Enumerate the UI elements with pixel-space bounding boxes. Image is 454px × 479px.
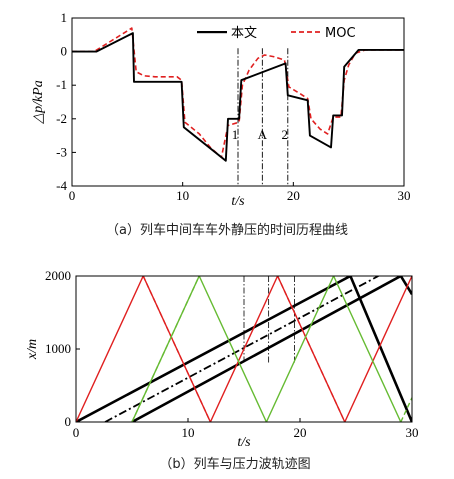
panel-b-ytick-label: 1000 <box>45 341 71 356</box>
panel-a-caption: （a）列车中间车车外静压的时间历程曲线 <box>106 222 348 238</box>
panel-b-trajectory-line-4 <box>142 276 212 422</box>
panel-a-legend: 本文 MOC <box>197 26 356 41</box>
panel-b-trajectory-line-9 <box>411 276 412 279</box>
panel-a-series-line-1 <box>72 27 404 159</box>
legend-label-bengwen: 本文 <box>231 26 257 41</box>
panel-b-caption: （b）列车与压力波轨迹图 <box>159 456 310 472</box>
panel-a-ytick-label: -4 <box>56 178 67 193</box>
panel-b-ytick-label: 2000 <box>45 268 71 283</box>
panel-a-marker-label-2: 2 <box>282 127 289 142</box>
panel-b-xtick-label: 20 <box>294 425 307 440</box>
panel-a-xtick-label: 10 <box>176 188 189 203</box>
panel-a-xtick-label: 0 <box>69 188 76 203</box>
legend-swatch-bengwen <box>197 31 227 34</box>
panel-a-marker-label-1: 1 <box>232 127 239 142</box>
panel-a-xtick-label: 30 <box>398 188 411 203</box>
panel-b-xtick-label: 0 <box>73 425 80 440</box>
panel-b-trajectory-line-5 <box>276 276 346 422</box>
panel-b-trajectory-line-0 <box>76 276 412 422</box>
panel-b-trajectory-line-2 <box>104 276 379 422</box>
panel-b-trajectory-line-1 <box>131 276 412 422</box>
panel-a-ylabel: △p/kPa <box>31 80 46 124</box>
panel-b-xtick-label: 30 <box>406 425 419 440</box>
panel-a-ytick-label: 0 <box>61 44 68 59</box>
panel-b-trajectory-line-7 <box>131 276 200 422</box>
panel-b-trajectory-line-8 <box>400 397 412 422</box>
panel-a-plot-frame <box>71 17 405 187</box>
panel-a-ytick-label: -3 <box>56 144 67 159</box>
panel-a-ytick-label: 1 <box>61 10 68 25</box>
panel-a-ytick-label: -2 <box>56 111 67 126</box>
panel-b-ytick-label: 0 <box>65 414 72 429</box>
panel-a-xlabel: t/s <box>231 194 245 209</box>
panel-b-trajectory-chart: 0 10 20 30 0 1000 2000 t/s x/m （b）列车与压力波轨迹图 <box>25 268 419 472</box>
legend-label-moc: MOC <box>325 26 356 41</box>
panel-a-series-line-0 <box>72 32 404 162</box>
panel-b-trajectory-line-3 <box>76 276 412 422</box>
panel-a-ytick-label: -1 <box>56 77 67 92</box>
panel-b-xlabel: t/s <box>237 435 251 450</box>
panel-a-marker-label-A: A <box>258 127 268 142</box>
panel-a-xtick-label: 20 <box>287 188 300 203</box>
panel-b-xtick-label: 10 <box>182 425 195 440</box>
panel-b-ylabel: x/m <box>25 339 40 360</box>
